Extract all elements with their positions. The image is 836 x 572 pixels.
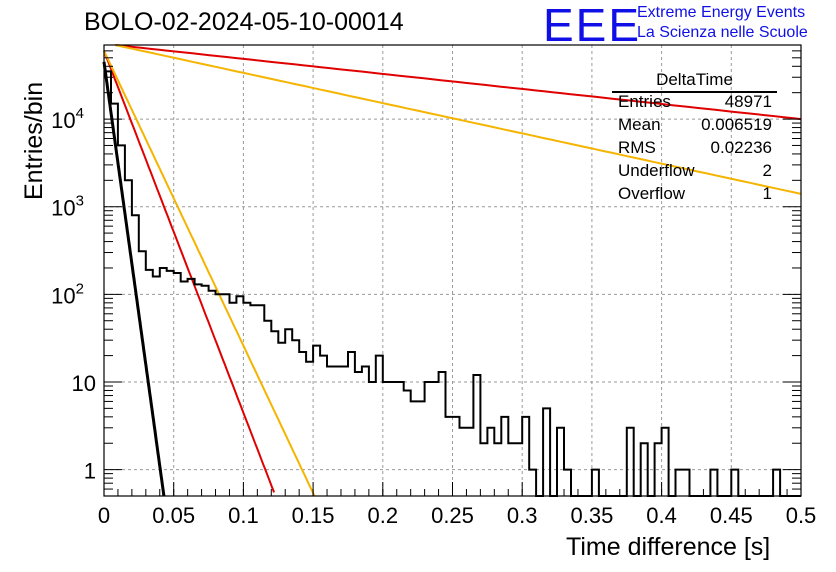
x-tick-label: 0.5 — [786, 503, 817, 528]
stat-label: Mean — [618, 115, 661, 134]
y-tick-label: 102 — [51, 280, 84, 308]
logo-line-1: Extreme Energy Events — [637, 4, 806, 21]
fit-curve-2 — [103, 50, 316, 497]
logo-line-2: La Scienza nelle Scuole — [637, 24, 808, 41]
stat-label: Overflow — [618, 184, 686, 203]
fit-curve-0 — [102, 61, 166, 497]
x-tick-label: 0 — [98, 503, 110, 528]
fit-curve-3 — [115, 44, 802, 121]
stat-label: Entries — [618, 92, 671, 111]
y-tick-label: 103 — [51, 193, 84, 221]
tick-labels: 0 0.05 0.1 0.15 0.2 0.25 0.3 0.35 0.4 0.45 0.5 1 10 1… — [51, 105, 816, 528]
stat-value: 48971 — [724, 92, 772, 111]
y-axis-label: Entries/bin — [20, 81, 48, 200]
x-tick-label: 0.35 — [570, 503, 613, 528]
stat-value: 2 — [762, 161, 772, 180]
stats-title: DeltaTime — [656, 70, 733, 89]
axis-ticks — [103, 44, 802, 497]
fit-curves — [102, 44, 802, 497]
chart-title: BOLO-02-2024-05-10-00014 — [84, 8, 404, 36]
logo-mark: EEE — [543, 0, 642, 51]
x-tick-label: 0.4 — [646, 503, 677, 528]
fit-curve-4 — [114, 44, 802, 195]
stat-value: 1 — [762, 184, 772, 203]
x-tick-label: 0.2 — [368, 503, 399, 528]
stat-label: RMS — [618, 138, 656, 157]
histogram-layer — [104, 70, 801, 497]
stat-value: 0.006519 — [701, 115, 772, 134]
y-tick-label: 104 — [51, 105, 84, 133]
x-tick-label: 0.15 — [292, 503, 335, 528]
x-axis-label: Time difference [s] — [566, 533, 771, 561]
y-tick-label: 10 — [72, 371, 96, 396]
stat-label: Underflow — [618, 161, 695, 180]
eee-logo: EEE Extreme Energy Events La Scienza nel… — [543, 0, 833, 52]
stats-box: DeltaTime Entries 48971 Mean 0.006519 RM… — [612, 70, 777, 210]
fit-curve-1 — [103, 50, 276, 493]
stat-value: 0.02236 — [710, 138, 772, 157]
x-tick-label: 0.45 — [710, 503, 753, 528]
histogram-steps — [104, 70, 801, 497]
x-tick-label: 0.05 — [152, 503, 195, 528]
y-tick-label: 1 — [84, 459, 96, 484]
x-tick-label: 0.25 — [431, 503, 474, 528]
x-tick-label: 0.3 — [507, 503, 538, 528]
stats-divider — [612, 91, 777, 93]
x-tick-label: 0.1 — [228, 503, 259, 528]
